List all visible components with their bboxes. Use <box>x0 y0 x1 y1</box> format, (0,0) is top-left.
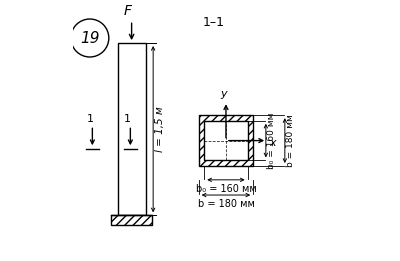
Text: 19: 19 <box>80 31 100 45</box>
Bar <box>118 43 146 215</box>
Text: 1: 1 <box>124 114 131 124</box>
Text: b = 180 мм: b = 180 мм <box>198 199 254 209</box>
Text: l = 1,5 м: l = 1,5 м <box>155 106 165 152</box>
Bar <box>199 115 253 166</box>
Bar <box>204 121 248 160</box>
Text: F: F <box>124 4 132 18</box>
Text: b₀ = 160 мм: b₀ = 160 мм <box>267 112 276 169</box>
Text: x: x <box>270 138 276 148</box>
Text: b = 180 мм: b = 180 мм <box>286 114 295 167</box>
Bar <box>111 215 152 226</box>
Text: 1: 1 <box>86 114 93 124</box>
Text: b₀ = 160 мм: b₀ = 160 мм <box>196 184 256 194</box>
Text: y: y <box>220 89 227 99</box>
Text: 1–1: 1–1 <box>203 16 225 29</box>
